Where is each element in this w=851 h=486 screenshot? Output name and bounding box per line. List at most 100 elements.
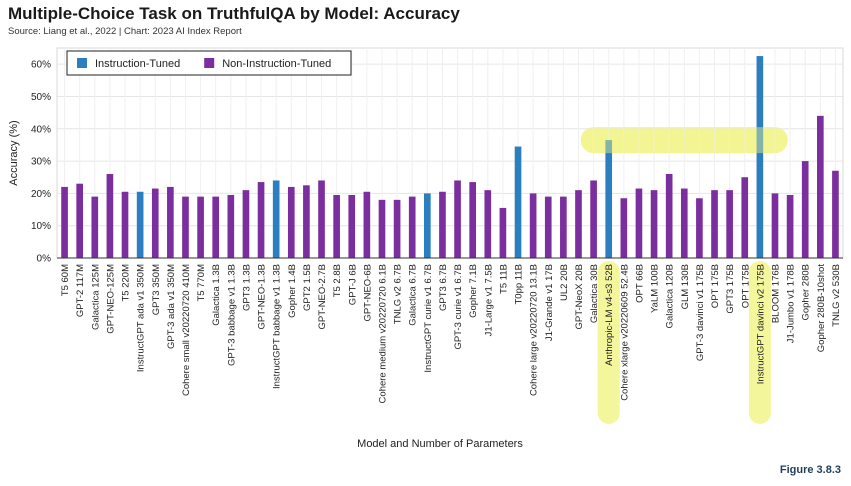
legend: Instruction-Tuned Non-Instruction-Tuned <box>66 50 352 76</box>
bar <box>61 186 68 258</box>
x-tick-label: T5 220M <box>121 264 132 302</box>
x-tick-label: GLM 130B <box>680 264 691 309</box>
bar <box>514 146 522 258</box>
x-tick-label: Gopher 280B-10shot <box>816 264 827 353</box>
bar <box>454 180 461 258</box>
x-tick-label: Gopher 1.4B <box>287 264 298 318</box>
bar <box>590 180 597 258</box>
bar <box>333 195 340 258</box>
bar <box>544 196 552 258</box>
x-tick-label: Cohere large v20220720 13.1B <box>529 264 540 396</box>
x-tick-label: Galactica 6.7B <box>408 264 419 326</box>
bar <box>272 180 280 258</box>
x-tick-label: T5 2.8B <box>332 264 343 297</box>
chart-title: Multiple-Choice Task on TruthfulQA by Mo… <box>8 4 460 23</box>
bar <box>575 190 582 258</box>
figure-label: Figure 3.8.3 <box>779 464 841 476</box>
bar <box>696 198 703 258</box>
bar <box>726 190 733 258</box>
bar <box>363 191 371 258</box>
x-tick-label: GPT-3 ada v1 350M <box>166 264 177 349</box>
bar <box>197 196 204 258</box>
bar <box>832 170 839 258</box>
y-tick-label: 50% <box>31 92 51 103</box>
x-tick-label: TNLG v2 6.7B <box>393 264 404 324</box>
legend-label: Instruction-Tuned <box>95 58 180 70</box>
bar <box>771 193 779 258</box>
y-axis-title: Accuracy (%) <box>8 120 20 185</box>
bar <box>242 190 250 258</box>
x-tick-label: GPT3 175B <box>725 264 736 314</box>
x-tick-label: BLOOM 176B <box>770 264 781 323</box>
bar <box>182 196 189 258</box>
x-tick-label: OPT 175B <box>710 264 721 308</box>
bar <box>756 56 764 259</box>
legend-swatch <box>77 58 87 68</box>
highlight-label-pill <box>597 261 620 424</box>
bar <box>650 190 658 258</box>
bar <box>318 180 325 258</box>
bar <box>635 188 643 258</box>
bar <box>106 174 114 258</box>
x-tick-label: Anthropic-LM v4-s3 52B <box>604 264 615 366</box>
x-tick-label: Galactica 30B <box>589 264 600 323</box>
x-tick-label: GPT-3 davinci v1 175B <box>695 264 706 361</box>
x-tick-label: GPT-J 6B <box>347 264 358 305</box>
bars <box>61 56 839 259</box>
bar <box>287 186 295 258</box>
x-tick-label: GPT-NEO-6B <box>362 264 373 322</box>
bar <box>76 183 83 258</box>
x-tick-label: InstructGPT davinci v2 175B <box>755 264 766 384</box>
x-tick-label: GPT2 1.5B <box>302 264 313 311</box>
x-tick-label: Galactica 1.3B <box>211 264 222 326</box>
x-tick-label: Cohere small v20220720 410M <box>181 264 192 396</box>
bar <box>408 196 416 258</box>
chart-source: Source: Liang et al., 2022 | Chart: 2023… <box>8 26 242 37</box>
bar <box>665 174 673 258</box>
bar <box>680 188 688 258</box>
y-tick-label: 10% <box>31 221 51 232</box>
x-tick-label: GPT3 350M <box>151 264 162 315</box>
highlight-label-pill <box>748 261 771 424</box>
x-axis-title: Model and Number of Parameters <box>357 438 523 450</box>
legend-swatch <box>204 58 215 68</box>
x-tick-label: InstructGPT curie v1 6.7B <box>423 264 434 373</box>
x-tick-label: GPT-3 curie v1 6.7B <box>453 264 464 350</box>
bar <box>620 198 628 258</box>
bar <box>227 195 235 258</box>
x-tick-label: GPT3 1.3B <box>241 264 252 311</box>
bar <box>499 207 507 258</box>
x-tick-label: YaLM 100B <box>650 264 661 313</box>
bar <box>484 190 492 258</box>
x-tick-label: OPT 175B <box>740 264 751 308</box>
x-tick-label: GPT-NEO-1.3B <box>257 264 268 329</box>
x-tick-label: InstructGPT ada v1 350M <box>136 264 147 372</box>
y-tick-label: 0% <box>37 254 52 265</box>
x-tick-label: GPT-NEO-2.7B <box>317 264 328 329</box>
bar <box>378 199 386 258</box>
y-tick-label: 30% <box>31 157 51 168</box>
bar <box>469 182 476 258</box>
bar <box>817 115 824 258</box>
bar <box>136 191 144 258</box>
bar <box>91 196 99 258</box>
y-tick-label: 40% <box>31 124 51 135</box>
bar <box>212 196 220 258</box>
x-tick-label: GPT3 6.7B <box>438 264 449 311</box>
bar <box>393 199 401 258</box>
x-tick-label: T5 770M <box>196 264 207 302</box>
bar <box>303 185 310 258</box>
x-tick-label: GPT-3 babbage v1 1.3B <box>226 264 237 366</box>
bar <box>151 188 159 258</box>
bar <box>711 190 718 258</box>
x-tick-label: J1-Grande v1 17B <box>544 264 555 341</box>
bar <box>560 196 567 258</box>
bar <box>786 195 794 258</box>
x-tick-label: Gopher 7.1B <box>468 264 479 318</box>
y-tick-label: 20% <box>31 189 51 200</box>
x-tick-label: InstructGPT babbage v1 1.3B <box>272 264 283 389</box>
x-tick-label: OPT 66B <box>634 264 645 303</box>
x-tick-label: Gopher 280B <box>801 264 812 321</box>
bar <box>605 140 613 258</box>
